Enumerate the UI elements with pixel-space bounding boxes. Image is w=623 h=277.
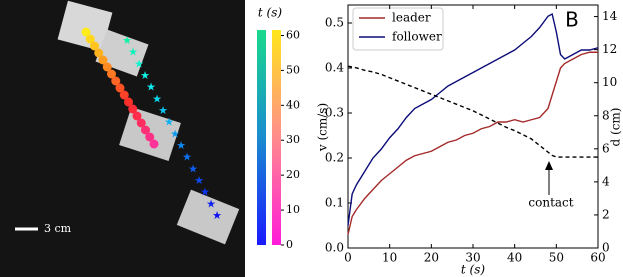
leader-marker [132, 111, 142, 121]
legend-label: follower [392, 30, 442, 44]
x-tick-label: 20 [424, 251, 439, 265]
y-axis-label: v (cm/s) [316, 103, 330, 152]
y-tick-label: 0.1 [325, 196, 344, 210]
legend-label: leader [392, 11, 431, 25]
follower-marker: ★ [206, 197, 216, 210]
leader-marker [98, 55, 108, 65]
annotation: contact [528, 196, 573, 210]
panel-label: B [565, 8, 579, 32]
y2-tick-label: 6 [602, 141, 610, 155]
colorbar-leader [272, 30, 281, 245]
follower-marker: ★ [176, 139, 186, 152]
follower-marker: ★ [200, 186, 210, 199]
colorbar-tick-label: 10 [286, 203, 300, 216]
follower-marker: ★ [194, 174, 204, 187]
colorbar-tick-label: 40 [286, 98, 300, 111]
leader-marker [81, 27, 91, 37]
y-tick-label: 0.5 [325, 16, 344, 30]
y2-tick-label: 0 [602, 241, 610, 255]
y-tick-label: 0.3 [325, 106, 344, 120]
leader-marker [128, 104, 138, 114]
leader-marker [102, 62, 112, 72]
follower-marker: ★ [182, 151, 192, 164]
follower-marker: ★ [128, 46, 138, 59]
x-tick-label: 0 [344, 251, 352, 265]
follower-marker: ★ [170, 127, 180, 140]
x-tick-label: 50 [549, 251, 564, 265]
y-tick-label: 0.2 [325, 151, 344, 165]
y2-axis-label: d (cm) [609, 108, 623, 147]
colorbar-follower [257, 30, 266, 245]
x-tick-label: 40 [507, 251, 522, 265]
cube [57, 0, 113, 52]
follower-marker: ★ [140, 69, 150, 82]
leader-marker [149, 139, 159, 149]
leader-marker [85, 34, 95, 44]
leader-marker [94, 48, 104, 58]
leader-marker [124, 97, 133, 107]
leader-marker [141, 125, 150, 135]
follower-marker: ★ [158, 104, 168, 117]
leader-marker [145, 132, 155, 142]
follower-marker: ★ [134, 57, 144, 70]
colorbar-tick-label: 50 [286, 63, 300, 76]
y2-tick-label: 2 [602, 207, 610, 221]
colorbar-tick-label: 20 [286, 168, 300, 181]
trajectory: ★★★★★★★★★★★★★★★★ [81, 27, 222, 222]
y2-tick-label: 8 [602, 108, 610, 122]
x-tick-label: 30 [465, 251, 480, 265]
follower-marker: ★ [152, 92, 162, 105]
leader-marker [90, 41, 99, 51]
leader-marker [111, 76, 121, 86]
x-tick-label: 10 [382, 251, 397, 265]
photo: ★★★★★★★★★★★★★★★★ 3 cm [0, 0, 245, 277]
y2-tick-label: 14 [602, 9, 618, 23]
scale-bar-label: 3 cm [44, 222, 72, 235]
y-tick-label: 0.4 [325, 61, 344, 75]
leader-line [347, 51, 598, 235]
colorbar-tick-label: 60 [286, 28, 300, 41]
colorbar-label: t (s) [258, 6, 282, 20]
x-tick-label: 60 [590, 251, 605, 265]
follower-line [347, 12, 599, 226]
follower-marker: ★ [122, 34, 132, 47]
distance-line [347, 65, 598, 158]
y2-tick-label: 12 [602, 42, 617, 56]
y2-tick-label: 10 [602, 75, 617, 89]
leader-marker [107, 69, 116, 79]
leader-marker [136, 118, 146, 128]
x-axis-label: t (s) [461, 263, 485, 277]
colorbar-tick-label: 0 [286, 238, 293, 251]
colorbar-tick-label: 30 [286, 133, 300, 146]
annotation-arrowhead [545, 161, 553, 170]
y-tick-label: 0.0 [325, 241, 344, 255]
follower-marker: ★ [188, 162, 198, 175]
follower-marker: ★ [164, 116, 174, 129]
follower-marker: ★ [146, 81, 156, 94]
leader-marker [119, 90, 129, 100]
cube [176, 189, 240, 245]
y2-tick-label: 4 [602, 174, 610, 188]
leader-marker [115, 83, 125, 93]
follower-marker: ★ [212, 209, 222, 222]
